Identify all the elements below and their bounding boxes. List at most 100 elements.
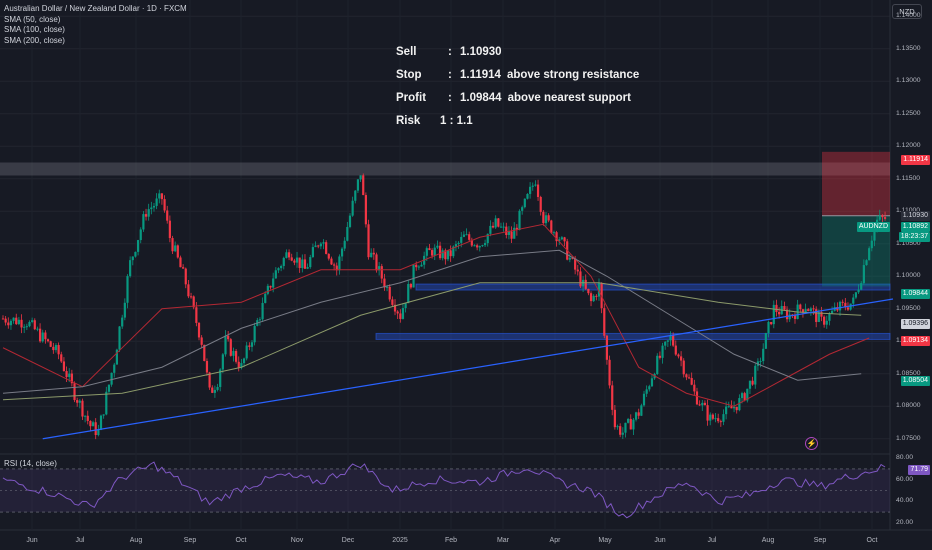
- candle-body: [682, 360, 685, 375]
- candle-body: [200, 337, 203, 345]
- candle-body: [632, 419, 635, 430]
- candle-body: [539, 196, 542, 212]
- sma50-legend[interactable]: SMA (50, close): [4, 14, 61, 24]
- candle-body: [883, 217, 887, 219]
- candle-body: [563, 237, 566, 242]
- sma-a-tag: 1.09396: [900, 319, 930, 329]
- countdown-tag: 18:23:37: [898, 232, 930, 242]
- candle-body: [105, 391, 108, 415]
- candle-body: [351, 200, 354, 216]
- time-tick: Sep: [183, 537, 197, 544]
- candle-body: [197, 322, 201, 338]
- candle-body: [126, 276, 129, 303]
- candle-body: [232, 351, 235, 356]
- time-tick: May: [598, 537, 612, 544]
- candle-body: [809, 308, 812, 312]
- price-tick: 1.08000: [896, 402, 921, 410]
- candle-body: [634, 412, 638, 420]
- last-price-tag: 1.10892: [900, 222, 930, 232]
- candle-body: [314, 245, 317, 248]
- candle-body: [158, 193, 161, 199]
- candle-body: [687, 377, 691, 379]
- candle-body: [608, 359, 611, 386]
- candle-body: [250, 342, 254, 347]
- candle-body: [513, 227, 516, 239]
- candle-body: [751, 380, 754, 385]
- price-tick: 1.13500: [896, 44, 921, 52]
- candle-body: [552, 232, 556, 234]
- sma100-legend[interactable]: SMA (100, close): [4, 25, 65, 34]
- candle-body: [41, 332, 44, 342]
- candle-body: [237, 361, 240, 368]
- candle-body: [746, 388, 749, 401]
- candle-body: [216, 386, 219, 390]
- sma200-legend[interactable]: SMA (200, close): [4, 35, 65, 45]
- candle-body: [258, 319, 262, 321]
- candle-body: [335, 265, 338, 271]
- candle-body: [661, 345, 664, 358]
- symbol-title[interactable]: Australian Dollar / New Zealand Dollar ·…: [4, 4, 187, 13]
- candle-body: [701, 402, 704, 406]
- flash-icon[interactable]: ⚡: [805, 437, 818, 450]
- candle-body: [205, 361, 209, 373]
- candle-body: [84, 415, 87, 417]
- candle-body: [399, 313, 402, 319]
- candle-body: [505, 226, 508, 235]
- candle-body: [174, 245, 177, 252]
- candle-body: [121, 317, 124, 327]
- candle-body: [738, 398, 741, 411]
- candle-body: [852, 297, 855, 304]
- candle-body: [709, 414, 712, 421]
- candle-body: [621, 432, 624, 435]
- candle-body: [139, 229, 142, 241]
- rsi-pane: [0, 461, 890, 519]
- currency-button[interactable]: NZD: [892, 4, 922, 19]
- candle-body: [280, 265, 283, 269]
- candle-body: [542, 211, 545, 224]
- candle-body: [166, 210, 169, 221]
- candle-body: [801, 309, 805, 313]
- candle-body: [767, 322, 770, 333]
- candle-body: [179, 257, 182, 268]
- candle-body: [815, 309, 818, 322]
- candle-body: [431, 250, 434, 256]
- candle-body: [730, 406, 733, 409]
- candle-body: [7, 322, 10, 326]
- candle-body: [285, 252, 288, 258]
- candle-body: [693, 384, 696, 392]
- candle-body: [113, 364, 116, 373]
- candle-body: [483, 243, 487, 246]
- candle-body: [695, 391, 699, 405]
- time-tick: Mar: [496, 537, 510, 544]
- candle-body: [46, 339, 50, 342]
- support-zone: [375, 332, 891, 340]
- candle-body: [775, 304, 778, 312]
- candle-body: [211, 387, 214, 393]
- candle-body: [343, 240, 346, 249]
- candle-body: [568, 257, 571, 260]
- candle-body: [52, 346, 55, 351]
- candle-body: [81, 400, 84, 417]
- candle-body: [650, 378, 654, 387]
- rsi-legend[interactable]: RSI (14, close): [4, 459, 57, 468]
- candle-body: [38, 328, 42, 342]
- candle-body: [110, 372, 113, 385]
- candle-body: [748, 380, 752, 389]
- candle-body: [123, 302, 126, 318]
- stop-row: Stop : 1.11914 above strong resistance: [396, 63, 639, 86]
- candle-body: [163, 199, 166, 211]
- candle-body: [473, 245, 476, 247]
- time-tick: Dec: [341, 537, 355, 544]
- candle-body: [359, 175, 362, 180]
- candle-body: [213, 389, 217, 393]
- candle-body: [49, 341, 52, 347]
- candle-body: [510, 231, 513, 239]
- candle-body: [592, 295, 595, 302]
- rsi-tick: 20.00: [896, 518, 914, 526]
- price-tick: 1.07500: [896, 434, 921, 442]
- candle-body: [870, 240, 873, 249]
- candle-body: [523, 198, 526, 208]
- candle-body: [409, 283, 413, 288]
- candle-body: [584, 279, 587, 289]
